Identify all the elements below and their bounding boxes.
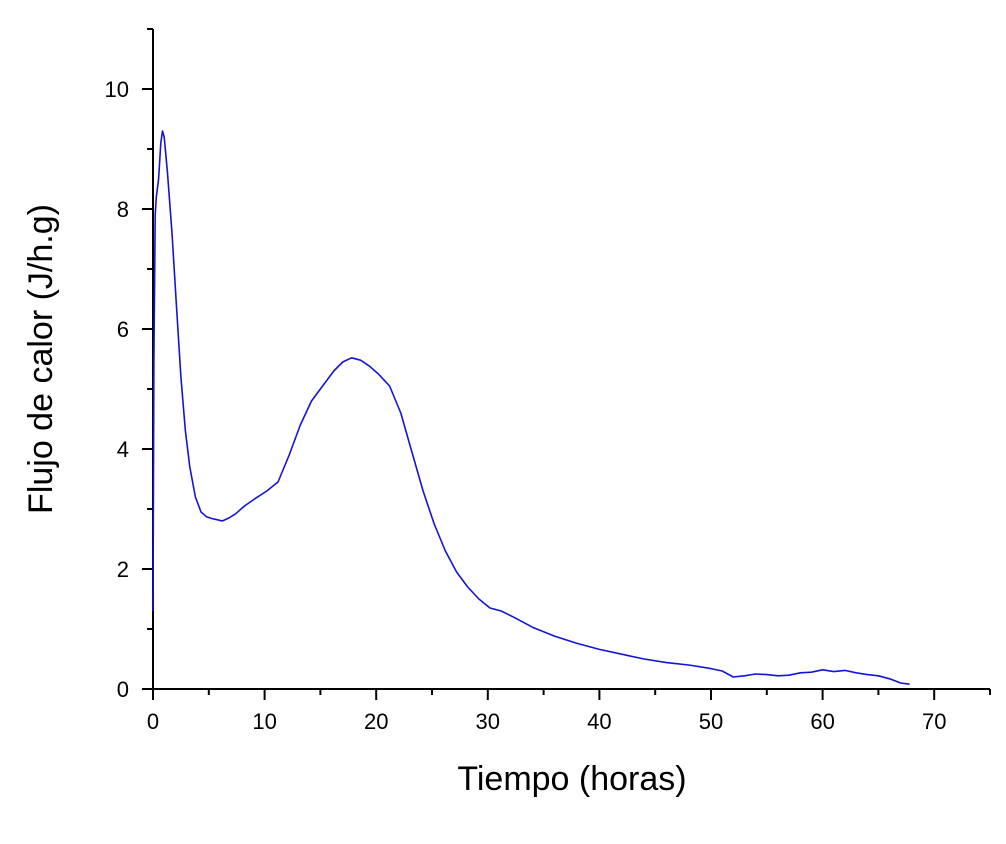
tick-labels: 0 10 20 30 40 50 60 70 0 2 4 6 8 10 [105, 77, 947, 734]
x-tick-label: 70 [922, 709, 946, 734]
axes [152, 29, 990, 690]
x-tick-label: 50 [699, 709, 723, 734]
x-axis-title: Tiempo (horas) [457, 760, 686, 798]
x-tick-label: 40 [587, 709, 611, 734]
series-line-0 [152, 130, 910, 685]
y-tick-label: 6 [117, 317, 129, 342]
x-tick-label: 10 [252, 709, 276, 734]
ticks [142, 28, 991, 700]
y-tick-label: 10 [105, 77, 129, 102]
x-tick-label: 60 [810, 709, 834, 734]
x-tick-label: 20 [364, 709, 388, 734]
y-tick-label: 2 [117, 557, 129, 582]
y-tick-label: 0 [117, 677, 129, 702]
y-axis-title: Flujo de calor (J/h.g) [22, 204, 60, 514]
y-tick-label: 8 [117, 197, 129, 222]
x-tick-label: 0 [147, 709, 159, 734]
y-tick-label: 4 [117, 437, 129, 462]
series [152, 130, 910, 685]
x-tick-label: 30 [476, 709, 500, 734]
